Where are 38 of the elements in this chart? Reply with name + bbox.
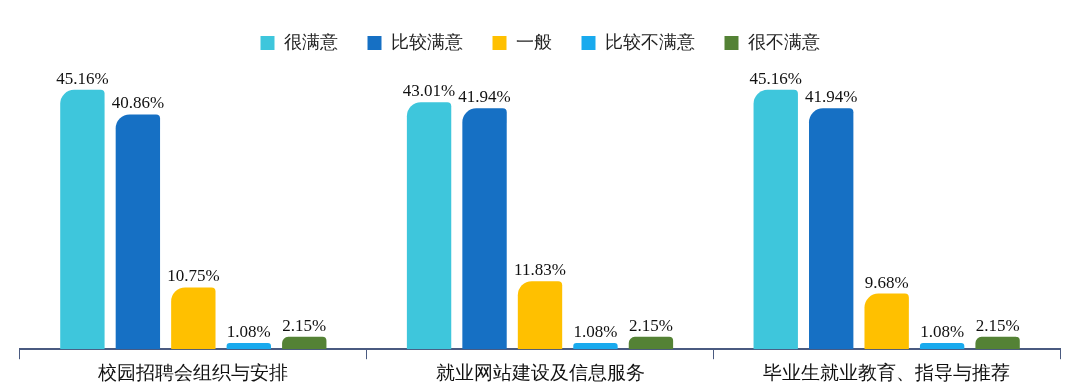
data-label: 43.01% (402, 81, 456, 101)
data-label: 40.86% (111, 93, 165, 113)
x-tick-label: 毕业生就业教育、指导与推荐 (763, 360, 1011, 383)
bar (406, 102, 452, 350)
bar (864, 293, 909, 350)
data-label: 9.68% (864, 272, 909, 292)
data-label: 1.08% (226, 321, 271, 341)
data-label: 45.16% (56, 68, 109, 88)
data-label: 41.94% (458, 87, 511, 107)
legend-label: 比较不满意 (604, 30, 695, 52)
bar (462, 108, 507, 350)
bar (282, 336, 327, 350)
legend-label: 很不满意 (747, 30, 820, 52)
bar (517, 281, 563, 350)
bar (60, 89, 105, 350)
data-label: 11.83% (514, 260, 566, 280)
bar (115, 114, 161, 350)
bar (573, 343, 618, 350)
legend-label: 比较满意 (390, 30, 463, 52)
bar (628, 336, 674, 350)
data-label: 2.15% (628, 315, 673, 335)
legend-label: 一般 (515, 30, 552, 52)
bar (171, 287, 216, 350)
data-label: 1.08% (920, 321, 965, 341)
data-label: 45.16% (749, 68, 802, 88)
bar (226, 343, 271, 350)
legend-label: 很满意 (283, 30, 338, 52)
data-label: 41.94% (804, 87, 858, 107)
data-label: 1.08% (573, 321, 618, 341)
bar (919, 343, 965, 350)
data-label: 10.75% (167, 266, 220, 286)
x-tick-label: 校园招聘会组织与安排 (97, 360, 289, 383)
data-label: 2.15% (975, 315, 1020, 335)
bar (975, 336, 1020, 350)
data-label: 2.15% (282, 315, 327, 335)
x-tick-label: 就业网站建设及信息服务 (435, 360, 645, 383)
bar (753, 89, 798, 350)
bar (809, 108, 854, 350)
